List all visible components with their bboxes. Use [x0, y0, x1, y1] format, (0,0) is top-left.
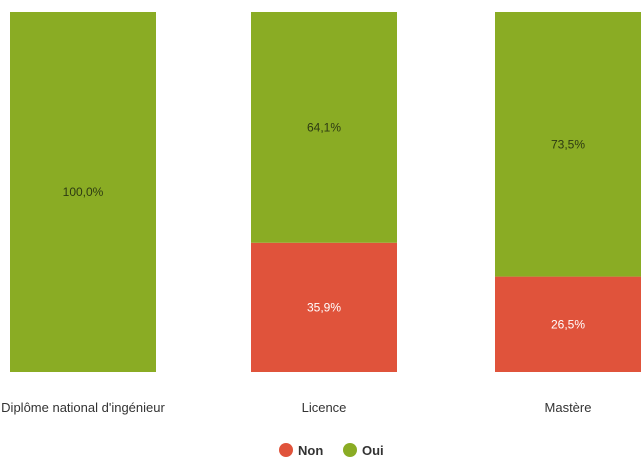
bar-oui-diplome-national-d-ingenieur [10, 12, 156, 372]
bar-non-mastere [495, 276, 641, 372]
legend: Non Oui [279, 443, 384, 458]
data-label-oui-mastere: 73,5% [551, 137, 585, 151]
legend-label-non[interactable]: Non [298, 443, 323, 458]
legend-marker-oui[interactable] [343, 443, 357, 457]
data-label-non-mastere: 26,5% [551, 317, 585, 331]
bars-group [10, 12, 641, 372]
category-label-diplome-national-d-ingenieur: Diplôme national d'ingénieur [1, 400, 165, 415]
data-label-oui-licence: 64,1% [307, 120, 341, 134]
bar-non-licence [251, 242, 397, 372]
data-label-oui-diplome-national-d-ingenieur: 100,0% [63, 185, 104, 199]
data-label-non-licence: 35,9% [307, 300, 341, 314]
legend-label-oui[interactable]: Oui [362, 443, 384, 458]
category-label-licence: Licence [302, 400, 347, 415]
category-label-mastere: Mastère [545, 400, 592, 415]
category-labels-group: Diplôme national d'ingénieur Licence Mastè… [1, 400, 591, 415]
bar-oui-licence [251, 12, 397, 243]
segment-labels-group: 100,0% 35,9% 64,1% 26,5% 73,5% [63, 120, 586, 331]
legend-marker-non[interactable] [279, 443, 293, 457]
bar-oui-mastere [495, 12, 641, 277]
